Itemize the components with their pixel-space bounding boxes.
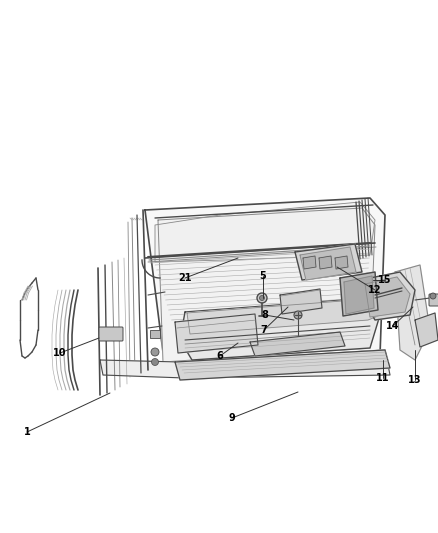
- Text: 13: 13: [408, 375, 422, 385]
- Circle shape: [151, 348, 159, 356]
- Text: 21: 21: [178, 273, 192, 283]
- Polygon shape: [145, 198, 385, 368]
- Polygon shape: [158, 208, 375, 362]
- Polygon shape: [100, 350, 390, 378]
- Bar: [150, 330, 160, 338]
- Text: 12: 12: [368, 285, 382, 295]
- Text: 11: 11: [376, 373, 390, 383]
- Polygon shape: [175, 314, 258, 353]
- Polygon shape: [280, 289, 322, 314]
- Text: 15: 15: [378, 275, 392, 285]
- Text: 6: 6: [217, 351, 223, 361]
- Polygon shape: [250, 332, 345, 356]
- Text: 8: 8: [261, 310, 268, 320]
- FancyBboxPatch shape: [99, 327, 123, 341]
- Circle shape: [259, 295, 265, 301]
- Polygon shape: [344, 276, 374, 314]
- Text: 7: 7: [261, 325, 267, 335]
- Polygon shape: [360, 272, 415, 320]
- Polygon shape: [319, 256, 332, 269]
- Polygon shape: [335, 256, 348, 269]
- Polygon shape: [395, 265, 430, 360]
- Circle shape: [294, 311, 302, 319]
- Circle shape: [152, 359, 159, 366]
- FancyBboxPatch shape: [429, 294, 438, 306]
- Text: 14: 14: [386, 321, 400, 331]
- Polygon shape: [295, 244, 362, 280]
- Circle shape: [430, 293, 436, 299]
- Polygon shape: [155, 202, 375, 262]
- Polygon shape: [415, 313, 438, 347]
- Polygon shape: [180, 298, 380, 360]
- Polygon shape: [365, 277, 410, 317]
- Circle shape: [257, 293, 267, 303]
- Text: 5: 5: [260, 271, 266, 281]
- Polygon shape: [175, 350, 390, 380]
- Polygon shape: [340, 272, 378, 316]
- Polygon shape: [300, 247, 356, 280]
- Text: 10: 10: [53, 348, 67, 358]
- Polygon shape: [187, 299, 378, 334]
- Text: 1: 1: [24, 427, 30, 437]
- Text: 9: 9: [229, 413, 235, 423]
- Polygon shape: [303, 256, 316, 269]
